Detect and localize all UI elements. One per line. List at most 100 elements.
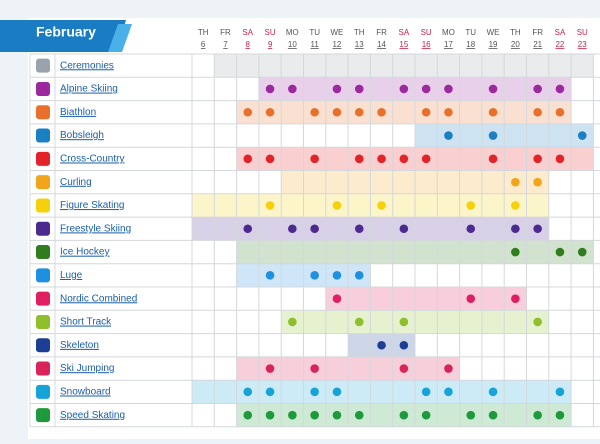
sport-link[interactable]: Skeleton xyxy=(60,340,99,351)
medal-dot xyxy=(354,154,364,164)
medal-dot xyxy=(421,387,431,397)
weekday: MO xyxy=(286,28,299,37)
sport-link[interactable]: Short Track xyxy=(60,317,112,328)
sport-link[interactable]: Ceremonies xyxy=(60,60,114,71)
sport-icon xyxy=(36,291,50,306)
medal-dot xyxy=(265,201,275,210)
medal-dot xyxy=(354,84,364,94)
medal-dot xyxy=(332,84,342,94)
medal-dot xyxy=(488,154,498,164)
medal-dot xyxy=(488,107,498,117)
medal-dot xyxy=(265,271,275,280)
sport-link[interactable]: Cross-Country xyxy=(60,153,124,164)
medal-dot xyxy=(399,410,409,420)
date: 13 xyxy=(355,40,364,49)
medal-dot xyxy=(533,84,542,94)
date: 10 xyxy=(288,40,297,49)
date: 22 xyxy=(555,40,564,49)
medal-dot xyxy=(466,294,476,303)
sport-link[interactable]: Speed Skating xyxy=(60,410,125,421)
medal-dot xyxy=(533,410,542,420)
date: 21 xyxy=(533,40,542,49)
medal-dot xyxy=(421,107,431,117)
sport-link[interactable]: Nordic Combined xyxy=(60,293,137,304)
month-title: February xyxy=(36,24,96,40)
medal-dot xyxy=(421,410,431,420)
medal-dot xyxy=(243,224,253,234)
date: 8 xyxy=(246,40,251,49)
medal-dot xyxy=(399,317,409,327)
medal-dot xyxy=(533,317,542,327)
medal-dot xyxy=(332,387,342,397)
sport-icon xyxy=(36,221,50,236)
sport-link[interactable]: Figure Skating xyxy=(60,200,124,211)
sport-link[interactable]: Biathlon xyxy=(60,107,96,118)
sport-link[interactable]: Curling xyxy=(60,177,92,188)
medal-dot xyxy=(444,107,453,117)
medal-dot xyxy=(332,294,342,303)
medal-dot xyxy=(421,84,431,94)
sport-link[interactable]: Alpine Skiing xyxy=(60,84,118,95)
medal-dot xyxy=(377,201,386,210)
medal-dot xyxy=(354,224,364,234)
date: 15 xyxy=(399,40,408,49)
medal-dot xyxy=(265,154,275,164)
medal-dot xyxy=(243,107,253,117)
weekday: FR xyxy=(376,28,387,37)
medal-dot xyxy=(243,410,253,420)
sport-icon xyxy=(36,408,50,423)
medal-dot xyxy=(310,224,319,234)
medal-dot xyxy=(354,410,364,420)
medal-dot xyxy=(332,201,342,210)
month-ribbon xyxy=(0,20,126,52)
medal-dot xyxy=(354,271,364,280)
weekday: TU xyxy=(465,28,476,37)
medal-dot xyxy=(377,340,386,350)
sport-link[interactable]: Snowboard xyxy=(60,386,111,397)
sport-icon xyxy=(36,268,50,283)
medal-dot xyxy=(265,84,275,94)
sport-link[interactable]: Luge xyxy=(60,270,83,281)
medal-dot xyxy=(488,131,498,140)
sport-icon xyxy=(36,361,50,376)
medal-dot xyxy=(399,84,409,94)
sport-link[interactable]: Freestyle Skiing xyxy=(60,223,131,234)
medal-dot xyxy=(399,340,409,350)
medal-dot xyxy=(377,154,386,164)
medal-dot xyxy=(332,410,342,420)
date: 20 xyxy=(511,40,520,49)
medal-dot xyxy=(243,387,253,397)
sport-icon xyxy=(36,245,50,260)
event-span xyxy=(325,287,527,311)
weekday: SA xyxy=(242,28,253,37)
medal-dot xyxy=(577,247,587,257)
sport-link[interactable]: Ski Jumping xyxy=(60,363,114,374)
medal-dot xyxy=(488,84,498,94)
sport-link[interactable]: Bobsleigh xyxy=(60,130,104,141)
medal-dot xyxy=(466,224,476,234)
weekday: WE xyxy=(487,28,500,37)
medal-dot xyxy=(288,224,297,234)
date: 14 xyxy=(377,40,386,49)
medal-dot xyxy=(421,154,431,164)
date: 23 xyxy=(578,40,587,49)
date: 9 xyxy=(268,40,273,49)
sport-link[interactable]: Ice Hockey xyxy=(60,247,109,258)
weekday: TU xyxy=(309,28,320,37)
medal-dot xyxy=(288,317,297,327)
weekday: TH xyxy=(510,28,521,37)
medal-dot xyxy=(265,410,275,420)
weekday: SU xyxy=(577,28,588,37)
sport-icon xyxy=(36,314,50,329)
weekday: SA xyxy=(399,28,410,37)
medal-dot xyxy=(511,177,520,187)
weekday: TH xyxy=(354,28,365,37)
medal-dot xyxy=(288,410,297,420)
weekday: SA xyxy=(555,28,566,37)
medal-dot xyxy=(399,154,409,164)
medal-dot xyxy=(377,107,386,117)
medal-dot xyxy=(332,271,342,280)
medal-dot xyxy=(555,154,565,164)
medal-dot xyxy=(444,387,453,397)
medal-dot xyxy=(488,410,498,420)
